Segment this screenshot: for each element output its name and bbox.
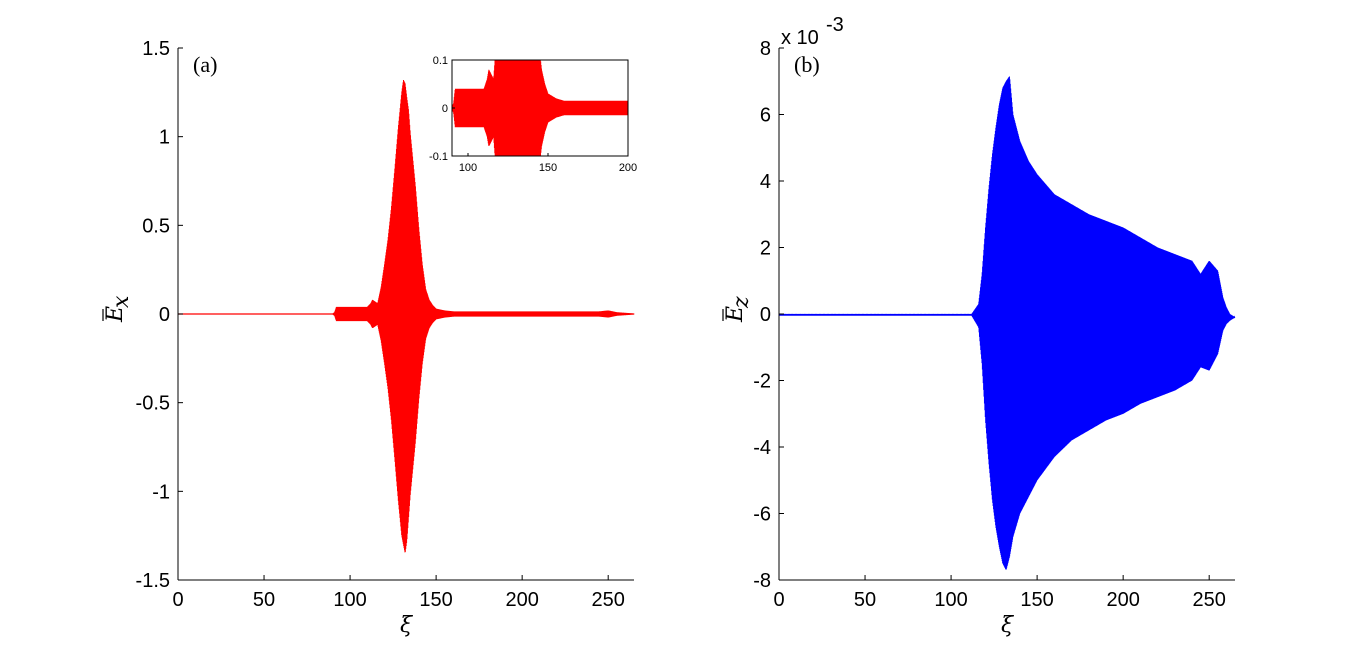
y-axis-label-base: E: [103, 306, 128, 323]
panel-label: (b): [794, 52, 820, 77]
series-line: [177, 80, 635, 553]
y-tick-label: 6: [760, 105, 771, 127]
inset-y-tick-label: 0.1: [433, 55, 448, 67]
x-tick-label: 50: [253, 589, 275, 611]
inset-x-tick-label: 150: [539, 162, 557, 174]
x-tick-label: 150: [1020, 589, 1053, 611]
x-tick-label: 250: [592, 589, 625, 611]
scale-exponent: -3: [826, 14, 844, 36]
y-tick-label: -1.5: [136, 570, 170, 592]
inset-x-tick-label: 100: [459, 162, 477, 174]
x-tick-label: 50: [854, 589, 876, 611]
y-tick-label: -0.5: [136, 393, 170, 415]
y-tick-label: 4: [760, 171, 771, 193]
y-tick-label: 0.5: [142, 215, 170, 237]
x-tick-label: 150: [419, 589, 452, 611]
y-tick-label: 8: [760, 38, 771, 60]
y-tick-label: 0: [159, 304, 170, 326]
x-tick-label: 200: [1106, 589, 1139, 611]
y-axis-label-subscript: x: [109, 295, 134, 308]
x-tick-label: 100: [934, 589, 967, 611]
y-axis-label-subscript: z: [729, 296, 754, 309]
x-tick-label: 0: [172, 589, 183, 611]
y-tick-label: -8: [753, 570, 771, 592]
y-tick-label: 0: [760, 304, 771, 326]
scale-factor: x 10: [781, 27, 819, 49]
panel-a-plot: 0 50 100 150 200 250 -1.5 -1 -0.5 0 0.5 1 1.5 ξ Ex (a) 1…: [102, 38, 637, 638]
y-axis-label: Ex: [102, 295, 134, 323]
x-axis-label: ξ: [1001, 613, 1015, 638]
panel-b-plot: 0 50 100 150 200 250 -8 -6 -4 -2 0 2 4 6 8 ξ Ez (b) x 10 -3: [722, 14, 1236, 638]
y-tick-label: 1.5: [142, 38, 170, 60]
x-tick-label: 200: [505, 589, 538, 611]
inset-y-tick-label: -0.1: [429, 151, 448, 163]
y-tick-label: -4: [753, 437, 771, 459]
inset-x-tick-label: 200: [619, 162, 637, 174]
y-tick-label: 2: [760, 238, 771, 260]
inset-y-tick-label: 0: [442, 103, 448, 115]
panel-label: (a): [193, 52, 217, 77]
x-tick-label: 250: [1193, 589, 1226, 611]
y-tick-label: 1: [159, 127, 170, 149]
inset-plot: 100 150 200 -0.1 0 0.1: [429, 55, 637, 174]
x-axis-label: ξ: [400, 613, 414, 638]
y-axis-label: Ez: [722, 296, 754, 323]
y-axis-label-base: E: [723, 306, 748, 323]
y-tick-label: -6: [753, 504, 771, 526]
x-tick-label: 100: [333, 589, 366, 611]
y-tick-label: -1: [152, 481, 170, 503]
series-line: [778, 76, 1236, 570]
x-tick-label: 0: [773, 589, 784, 611]
y-tick-label: -2: [753, 371, 771, 393]
